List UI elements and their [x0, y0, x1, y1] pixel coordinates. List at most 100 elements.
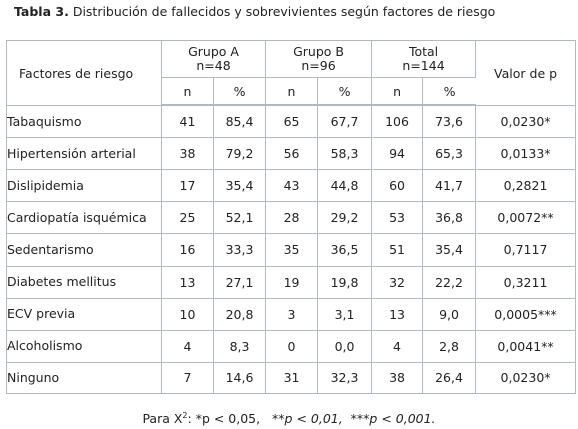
total-pct-cell: 26,4: [423, 362, 477, 393]
group-a-pct-header: %: [214, 78, 267, 106]
group-b-n-cell: 56: [266, 138, 319, 171]
group-b-pct-cell: 0,0: [318, 330, 373, 363]
total-pct-cell: 73,6: [423, 106, 477, 139]
pvalue-cell: 0,2821: [476, 170, 576, 203]
total-n-cell: 38: [372, 362, 424, 393]
group-a-pct-cell: 79,2: [214, 138, 267, 171]
total-header: Total n=144: [372, 41, 477, 78]
pvalue-cell: 0,3211: [476, 267, 576, 299]
group-b-n-cell: 3: [266, 298, 319, 331]
total-pct-header: %: [423, 78, 477, 106]
group-a-n-cell: 13: [162, 266, 214, 299]
group-b-n-header: n: [266, 78, 319, 106]
group-b-pct-cell: 58,3: [318, 138, 373, 171]
group-a-pct-cell: 35,4: [214, 170, 267, 203]
total-pct-cell: 65,3: [423, 138, 477, 171]
total-n-cell: 106: [372, 106, 424, 139]
table-row: Hipertensión arterial 38 79,2 56 58,3 94…: [7, 138, 576, 171]
pvalue-cell: 0,0230*: [476, 106, 576, 139]
table-row: ECV previa 10 20,8 3 3,1 13 9,0 0,0005**…: [7, 298, 576, 331]
group-a-pct-cell: 20,8: [214, 298, 267, 331]
factor-cell: ECV previa: [7, 298, 162, 331]
factor-cell: Hipertensión arterial: [7, 138, 162, 171]
group-b-pct-cell: 32,3: [318, 362, 373, 393]
table-row: Cardiopatía isquémica 25 52,1 28 29,2 53…: [7, 202, 576, 235]
table-row: Diabetes mellitus 13 27,1 19 19,8 32 22,…: [7, 266, 576, 299]
factor-cell: Diabetes mellitus: [7, 266, 162, 299]
group-a-n-cell: 17: [162, 170, 214, 203]
group-a-pct-cell: 85,4: [214, 106, 267, 139]
group-b-header: Grupo B n=96: [266, 41, 373, 78]
group-a-n-cell: 25: [162, 202, 214, 235]
table-caption: Tabla 3. Distribución de fallecidos y so…: [14, 4, 495, 19]
total-n-cell: 13: [372, 298, 424, 331]
pvalue-cell: 0,0041**: [476, 331, 576, 363]
table-caption-label: Tabla 3.: [14, 4, 69, 19]
group-b-n-cell: 35: [266, 234, 319, 267]
group-b-pct-cell: 36,5: [318, 234, 373, 267]
factor-column-header: Factores de riesgo: [7, 41, 162, 106]
total-n-header: n: [372, 78, 424, 106]
pvalue-cell: 0,0133*: [476, 138, 576, 171]
risk-factors-table: Factores de riesgo Grupo A n=48 Grupo B …: [6, 40, 577, 394]
group-b-n-cell: 19: [266, 266, 319, 299]
group-a-pct-cell: 14,6: [214, 362, 267, 393]
footnote-prefix: Para X: [142, 411, 183, 426]
footnote-p1: : *p < 0,05,: [187, 411, 261, 426]
factor-cell: Ninguno: [7, 362, 162, 393]
factor-cell: Alcoholismo: [7, 330, 162, 363]
table-body: Tabaquismo 41 85,4 65 67,7 106 73,6 0,02…: [7, 106, 576, 393]
group-b-n-cell: 65: [266, 106, 319, 139]
pvalue-cell: 0,7117: [476, 234, 576, 267]
total-n-cell: 32: [372, 266, 424, 299]
table-row: Ninguno 7 14,6 31 32,3 38 26,4 0,0230*: [7, 362, 575, 393]
total-pct-cell: 35,4: [423, 234, 477, 267]
pvalue-cell: 0,0005***: [476, 299, 576, 331]
total-pct-cell: 9,0: [423, 298, 477, 331]
footnote-p3: ***p < 0,001.: [350, 411, 436, 426]
group-b-pct-cell: 19,8: [318, 266, 373, 299]
total-n-cell: 4: [372, 330, 424, 363]
group-a-pct-cell: 52,1: [214, 202, 267, 235]
group-a-name: Grupo A: [188, 44, 239, 59]
group-b-n-cell: 31: [266, 362, 319, 393]
group-a-pct-cell: 8,3: [214, 330, 267, 363]
total-n-cell: 94: [372, 138, 424, 171]
factor-cell: Cardiopatía isquémica: [7, 202, 162, 235]
group-a-size: n=48: [196, 58, 231, 73]
group-a-n-cell: 10: [162, 298, 214, 331]
group-b-pct-cell: 44,8: [318, 170, 373, 203]
footnote-superscript: 2: [182, 410, 188, 420]
group-a-n-cell: 38: [162, 138, 214, 171]
group-b-pct-cell: 67,7: [318, 106, 373, 139]
table-header: Factores de riesgo Grupo A n=48 Grupo B …: [7, 41, 576, 106]
factor-cell: Tabaquismo: [7, 106, 162, 139]
total-pct-cell: 2,8: [423, 330, 477, 363]
group-a-n-cell: 41: [162, 106, 214, 139]
group-b-name: Grupo B: [293, 44, 344, 59]
total-pct-cell: 22,2: [423, 266, 477, 299]
table-footnote: Para X2: *p < 0,05, **p < 0,01, ***p < 0…: [0, 411, 578, 426]
group-a-n-cell: 7: [162, 362, 214, 393]
pvalue-cell: 0,0072**: [476, 202, 576, 235]
table-row: Tabaquismo 41 85,4 65 67,7 106 73,6 0,02…: [7, 106, 576, 139]
table-row: Alcoholismo 4 8,3 0 0,0 4 2,8 0,0041**: [7, 330, 576, 363]
group-b-n-cell: 43: [266, 170, 319, 203]
group-b-pct-header: %: [318, 78, 373, 106]
pvalue-cell: 0,0230*: [500, 370, 551, 386]
table-row: Sedentarismo 16 33,3 35 36,5 51 35,4 0,7…: [7, 234, 576, 267]
footnote-p2: **p < 0,01,: [272, 411, 343, 426]
total-size: n=144: [402, 58, 445, 73]
total-n-cell: 51: [372, 234, 424, 267]
factor-cell: Dislipidemia: [7, 170, 162, 203]
group-a-pct-cell: 27,1: [214, 266, 267, 299]
total-name: Total: [408, 44, 439, 59]
group-a-n-cell: 16: [162, 234, 214, 267]
table-row: Dislipidemia 17 35,4 43 44,8 60 41,7 0,2…: [7, 170, 576, 203]
group-b-n-cell: 28: [266, 202, 319, 235]
group-a-pct-cell: 33,3: [214, 234, 267, 267]
total-pct-cell: 36,8: [423, 202, 477, 235]
group-b-pct-cell: 29,2: [318, 202, 373, 235]
total-n-cell: 60: [372, 170, 424, 203]
group-a-n-header: n: [162, 78, 214, 106]
